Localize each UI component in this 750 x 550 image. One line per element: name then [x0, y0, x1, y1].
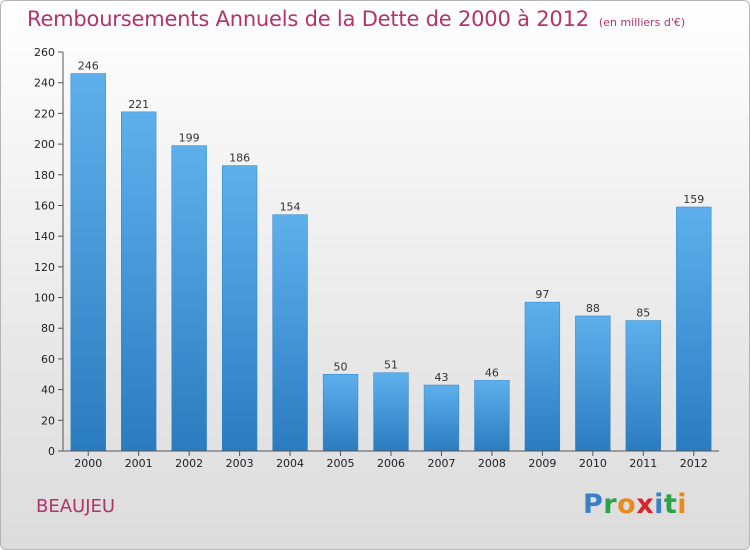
y-tick-label: 260	[34, 46, 55, 59]
chart-unit-note: (en milliers d'€)	[598, 16, 686, 29]
x-tick-label: 2008	[478, 457, 506, 470]
x-tick-label: 2010	[579, 457, 607, 470]
bar-2008	[474, 380, 510, 452]
y-tick-label: 0	[48, 445, 55, 458]
x-tick-label: 2007	[427, 457, 455, 470]
bars: 246 221 199 186 154 50 51 43 46 97 88 85 159	[70, 59, 712, 452]
bar-2003	[221, 165, 258, 452]
bar-value-label: 50	[334, 360, 348, 373]
x-tick-label: 2012	[680, 457, 708, 470]
y-tick-label: 200	[34, 138, 55, 151]
y-tick-label: 140	[34, 230, 55, 243]
y-tick-label: 100	[34, 292, 55, 305]
y-tick-label: 80	[41, 322, 55, 335]
y-tick-label: 160	[34, 199, 55, 212]
x-tick-label: 2000	[74, 457, 102, 470]
bar-value-label: 97	[535, 288, 549, 301]
x-tick-label: 2002	[175, 457, 203, 470]
x-tick-label: 2006	[377, 457, 405, 470]
bar-2002	[171, 145, 207, 452]
proxiti-logo: Proxiti	[583, 489, 688, 520]
bar-value-label: 159	[683, 193, 704, 206]
y-tick-label: 220	[34, 107, 55, 120]
bar-value-label: 199	[179, 132, 200, 145]
bar-value-label: 246	[78, 59, 99, 72]
bar-value-label: 221	[128, 98, 149, 111]
bar-value-label: 154	[280, 201, 301, 214]
bar-2007	[423, 384, 460, 452]
bar-2005	[322, 374, 359, 452]
bar-value-label: 51	[384, 359, 398, 372]
x-tick-label: 2005	[327, 457, 355, 470]
y-tick-label: 240	[34, 77, 55, 90]
bar-value-label: 46	[485, 366, 499, 379]
x-tick-label: 2004	[276, 457, 304, 470]
bar-2000	[70, 73, 106, 452]
bar-value-label: 43	[434, 371, 448, 384]
x-tick-label: 2001	[125, 457, 153, 470]
bar-value-label: 186	[229, 152, 250, 165]
y-axis: 0 20 40 60 80 100 120 140 160 180 200 220 240 260	[34, 46, 64, 458]
bar-2001	[121, 111, 157, 452]
x-tick-label: 2011	[629, 457, 657, 470]
x-axis: 2000 2001 2002 2003 2004 2005 2006 2007 2008 2009…	[63, 450, 719, 470]
y-tick-label: 180	[34, 169, 55, 182]
y-tick-label: 20	[41, 414, 55, 427]
commune-name: BEAUJEU	[36, 496, 116, 517]
bar-2006	[373, 372, 409, 452]
bar-2004	[272, 214, 308, 452]
bar-value-label: 85	[636, 307, 650, 320]
x-tick-label: 2003	[226, 457, 254, 470]
bar-2009	[524, 301, 561, 452]
y-tick-label: 60	[41, 353, 55, 366]
chart-title: Remboursements Annuels de la Dette de 20…	[27, 7, 685, 31]
bar-value-label: 88	[586, 302, 600, 315]
bar-2010	[575, 315, 611, 452]
y-tick-label: 120	[34, 261, 55, 274]
chart-title-text: Remboursements Annuels de la Dette de 20…	[27, 7, 589, 31]
bar-2012	[676, 206, 712, 452]
y-tick-label: 40	[41, 384, 55, 397]
bar-2011	[625, 320, 661, 452]
x-tick-label: 2009	[528, 457, 556, 470]
